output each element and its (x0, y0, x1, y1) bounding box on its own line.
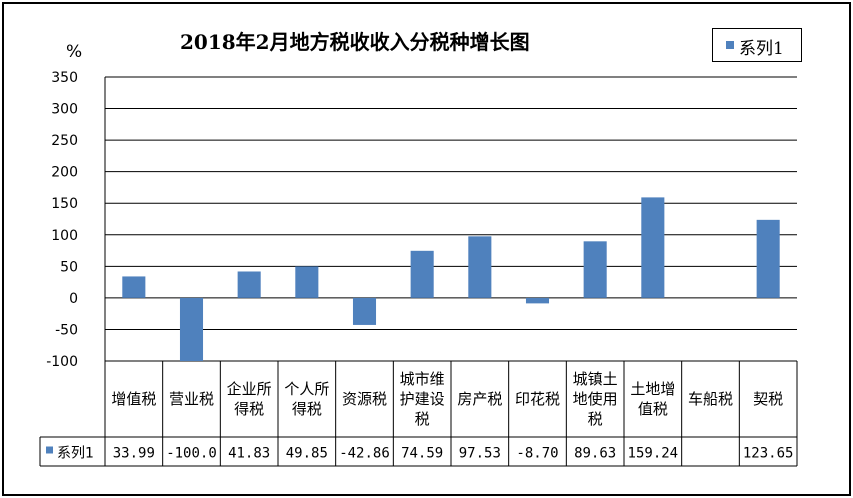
category-label: 增值税 (111, 390, 156, 408)
category-label: 资源税 (342, 390, 387, 408)
legend-swatch (726, 41, 734, 49)
category-label: 城市维 (400, 370, 445, 388)
data-value-label: -8.70 (516, 446, 558, 462)
y-tick-label: 50 (60, 259, 78, 275)
y-tick-label: 0 (69, 291, 78, 307)
category-label: 印花税 (515, 390, 560, 408)
category-label: 得税 (292, 400, 322, 418)
data-value-label: 89.63 (574, 446, 616, 462)
bar (122, 276, 146, 298)
table-legend-swatch (46, 446, 53, 454)
category-label: 地使用 (573, 390, 618, 408)
data-value-label: 74.59 (401, 446, 443, 462)
y-tick-label: -50 (55, 322, 78, 338)
category-label: 城镇土 (573, 370, 618, 388)
y-tick-label: -100 (46, 354, 78, 370)
data-value-label: -42.86 (339, 446, 390, 462)
y-tick-label: 150 (51, 196, 78, 212)
category-label: 税 (588, 410, 603, 428)
legend: 系列1 (712, 28, 802, 62)
bar (756, 219, 780, 298)
bar (410, 250, 434, 298)
bar (583, 241, 607, 298)
category-label: 得税 (234, 400, 264, 418)
category-label: 护建设 (400, 390, 445, 408)
data-value-label: -100.0 (166, 446, 217, 462)
category-label: 税 (415, 410, 430, 428)
bar (295, 266, 319, 298)
data-value-label: 159.24 (628, 446, 679, 462)
bar (237, 271, 261, 298)
y-axis-unit: % (66, 42, 83, 62)
bar (179, 297, 204, 361)
data-value-label: 33.99 (113, 446, 155, 462)
bar (468, 236, 492, 298)
data-value-label: 49.85 (286, 446, 328, 462)
data-value-label: 97.53 (459, 446, 501, 462)
bar (352, 297, 377, 325)
bar (525, 297, 550, 304)
y-tick-label: 350 (51, 70, 78, 86)
y-tick-label: 200 (51, 165, 78, 181)
category-label: 营业税 (169, 390, 214, 408)
y-tick-label: 100 (51, 228, 78, 244)
category-label: 个人所 (284, 380, 329, 398)
category-label: 企业所 (227, 380, 272, 398)
category-label: 土地增 (630, 380, 675, 398)
y-tick-label: 250 (51, 133, 78, 149)
data-value-label: 123.65 (743, 446, 794, 462)
bar (641, 197, 665, 298)
data-value-label: 41.83 (228, 446, 270, 462)
y-tick-label: 300 (51, 102, 78, 118)
chart-title: 2018年2月地方税收收入分税种增长图 (180, 30, 530, 54)
category-label: 房产税 (457, 390, 502, 408)
legend-label: 系列1 (739, 39, 784, 59)
table-series-name: 系列1 (57, 446, 94, 462)
category-label: 值税 (638, 400, 668, 418)
category-label: 契税 (753, 390, 783, 408)
category-label: 车船税 (688, 390, 733, 408)
